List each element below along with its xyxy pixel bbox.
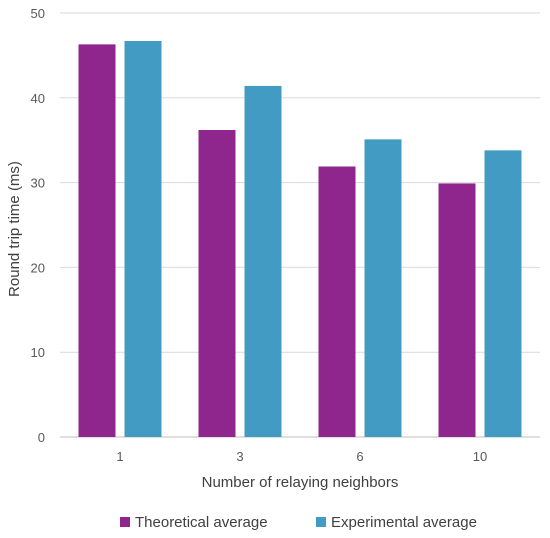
legend-label: Theoretical average <box>135 514 268 531</box>
legend-swatch <box>120 517 130 527</box>
bar-experimental-6 <box>364 139 402 438</box>
bar-theoretical-10 <box>438 183 476 437</box>
y-tick-label: 20 <box>31 260 45 275</box>
y-tick-label: 30 <box>31 176 45 191</box>
x-axis-ticks: 1 3 6 10 <box>116 449 487 464</box>
y-tick-label: 0 <box>38 430 45 445</box>
legend-swatch <box>316 517 326 527</box>
bar-experimental-1 <box>124 40 162 437</box>
x-tick-label: 6 <box>356 449 363 464</box>
bar-theoretical-1 <box>78 44 116 437</box>
legend: Theoretical average Experimental average <box>120 514 477 531</box>
bar-experimental-3 <box>244 85 282 437</box>
x-axis-title: Number of relaying neighbors <box>202 474 399 491</box>
y-tick-label: 40 <box>31 91 45 106</box>
x-tick-label: 3 <box>236 449 243 464</box>
legend-label: Experimental average <box>331 514 477 531</box>
y-tick-label: 10 <box>31 345 45 360</box>
bar-theoretical-6 <box>318 166 356 437</box>
y-tick-label: 50 <box>31 6 45 21</box>
bars <box>78 40 522 438</box>
x-tick-label: 10 <box>473 449 487 464</box>
bar-theoretical-3 <box>198 130 236 438</box>
x-tick-label: 1 <box>116 449 123 464</box>
y-axis-ticks: 0 10 20 30 40 50 <box>31 6 45 445</box>
y-axis-title: Round trip time (ms) <box>6 161 23 297</box>
bar-experimental-10 <box>484 150 522 437</box>
